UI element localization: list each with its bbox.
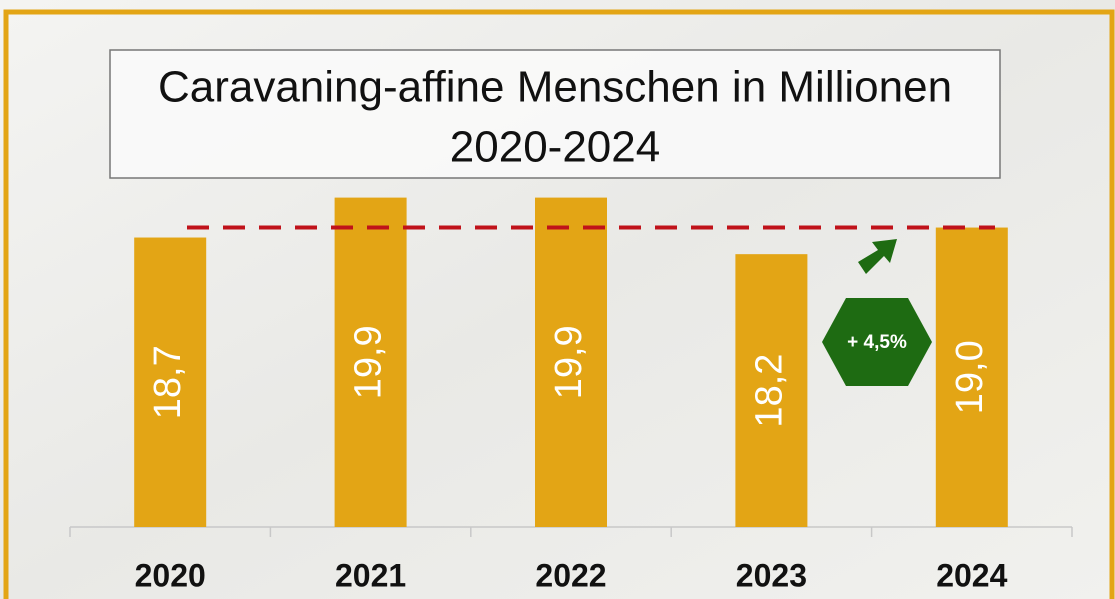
value-label: 19,9 [348, 325, 390, 399]
chart: Caravaning-affine Menschen in Millionen … [0, 0, 1115, 599]
annotation-text: + 4,5% [847, 332, 907, 353]
value-label: 19,9 [548, 325, 590, 399]
x-tick-label: 2021 [335, 557, 406, 593]
value-label: 18,7 [147, 345, 189, 419]
value-label: 19,0 [949, 340, 991, 414]
x-tick-label: 2023 [736, 557, 807, 593]
chart-title: 2020-2024 [450, 123, 660, 172]
chart-title: Caravaning-affine Menschen in Millionen [158, 63, 952, 112]
x-tick-label: 2022 [535, 557, 606, 593]
value-label: 18,2 [748, 354, 790, 428]
x-tick-label: 2020 [135, 557, 206, 593]
x-tick-label: 2024 [936, 557, 1007, 593]
